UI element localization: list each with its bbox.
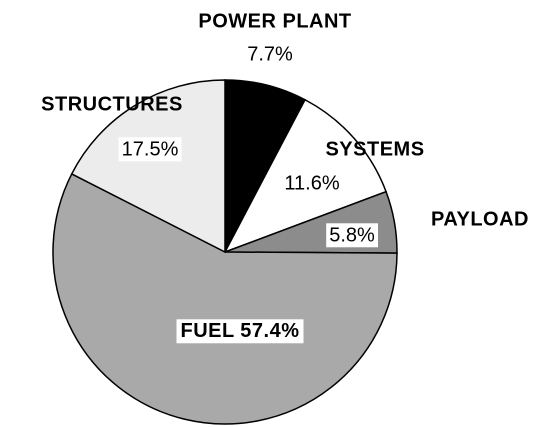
label-background: [176, 319, 304, 344]
pie-slice: [70, 79, 226, 254]
slice-name: SYSTEMS: [325, 138, 424, 160]
label-background: [326, 223, 379, 248]
value-label: 7.7%: [247, 43, 293, 65]
label-background: [244, 42, 297, 67]
slice-name: FUEL: [181, 320, 235, 342]
slice-label: FUEL 57.4%: [181, 320, 300, 342]
pie-slice: [52, 172, 398, 425]
value-label: 11.6%: [284, 172, 339, 194]
value-label: 17.5%: [122, 138, 179, 160]
slice-name: POWER PLANT: [198, 10, 351, 32]
label-background: [118, 137, 182, 162]
slice-name: STRUCTURES: [41, 93, 183, 115]
slice-name: PAYLOAD: [431, 208, 529, 230]
value-label: 57.4%: [240, 320, 299, 342]
value-label: 5.8%: [329, 224, 375, 246]
label-background: [281, 171, 343, 196]
